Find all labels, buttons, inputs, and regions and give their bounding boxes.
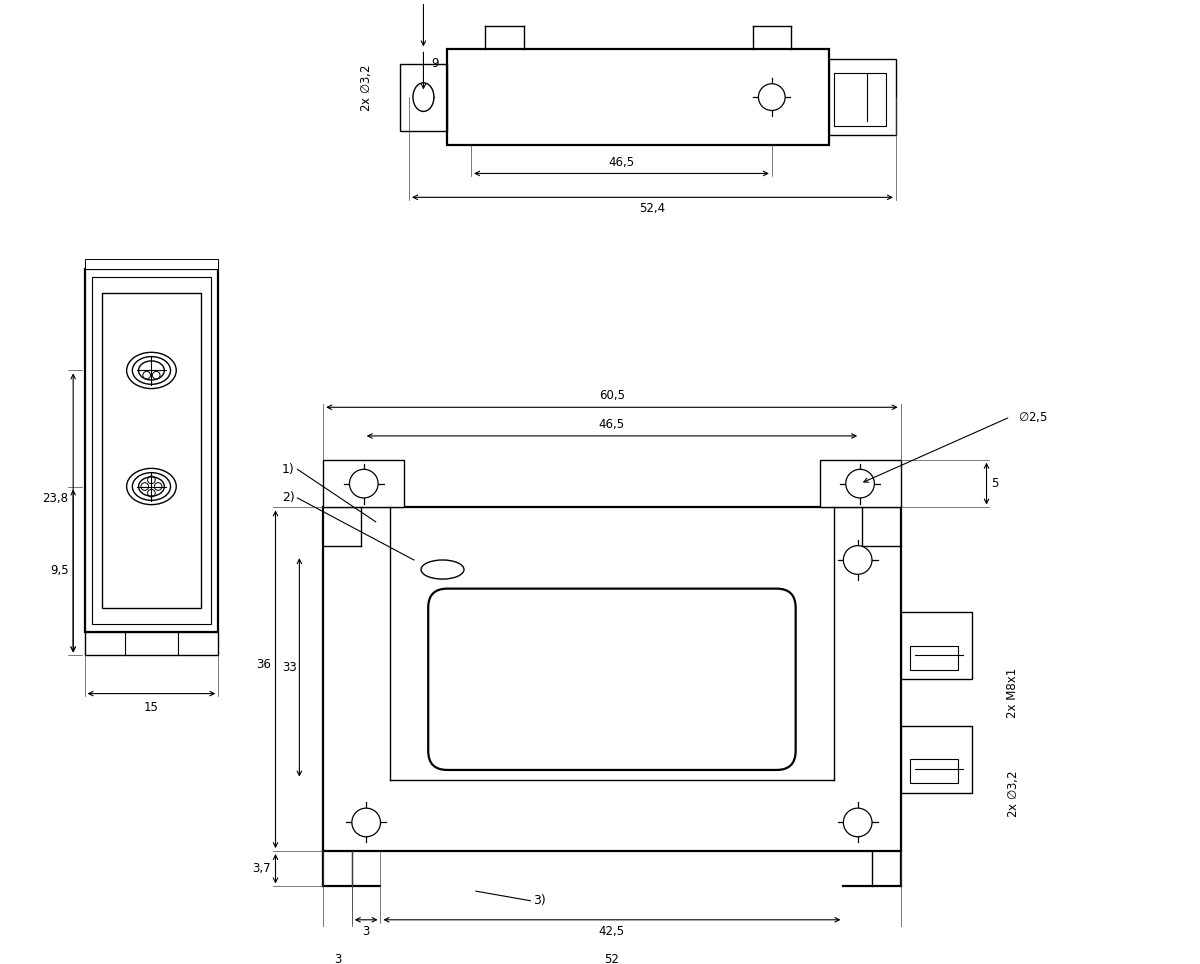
Circle shape	[349, 469, 378, 498]
Text: 52,4: 52,4	[640, 202, 666, 215]
Text: 46,5: 46,5	[608, 156, 635, 169]
Circle shape	[758, 84, 785, 111]
Text: 9,5: 9,5	[49, 565, 68, 577]
Text: $\varnothing$2,5: $\varnothing$2,5	[1018, 410, 1048, 424]
Bar	[400, 64, 448, 130]
Text: 3): 3)	[533, 895, 546, 907]
Bar	[448, 49, 829, 145]
Text: 60,5: 60,5	[599, 388, 625, 402]
Text: 42,5: 42,5	[599, 924, 625, 938]
Bar	[85, 631, 218, 656]
Ellipse shape	[421, 560, 464, 579]
Text: 2x $\varnothing$3,2: 2x $\varnothing$3,2	[359, 64, 373, 112]
Text: 36: 36	[256, 658, 271, 672]
Bar	[834, 73, 887, 125]
Ellipse shape	[413, 83, 434, 112]
Text: 3,7: 3,7	[252, 862, 271, 875]
Text: 15: 15	[144, 701, 158, 714]
Bar	[323, 507, 901, 851]
Text: 9: 9	[431, 57, 438, 70]
Bar	[85, 269, 218, 631]
Text: 52: 52	[605, 953, 619, 964]
Bar	[323, 460, 404, 507]
Bar	[910, 646, 958, 670]
Text: 3: 3	[334, 953, 341, 964]
Circle shape	[844, 546, 872, 575]
Text: 5: 5	[991, 477, 998, 490]
Circle shape	[844, 808, 872, 837]
Bar	[820, 460, 901, 507]
Text: 46,5: 46,5	[599, 418, 625, 431]
Bar	[85, 259, 218, 269]
Text: 1): 1)	[282, 463, 294, 476]
Bar	[92, 277, 211, 624]
Bar	[829, 59, 896, 135]
Text: 2): 2)	[282, 492, 294, 504]
Text: 3: 3	[362, 924, 370, 938]
Bar	[102, 293, 202, 607]
Bar	[910, 760, 958, 783]
Bar	[901, 726, 972, 792]
Bar	[901, 612, 972, 680]
Text: 33: 33	[282, 661, 296, 674]
Text: 23,8: 23,8	[42, 493, 68, 505]
Text: 2x M8x1: 2x M8x1	[1006, 668, 1019, 718]
Circle shape	[846, 469, 875, 498]
Circle shape	[352, 808, 380, 837]
Text: 2x $\varnothing$3,2: 2x $\varnothing$3,2	[1006, 770, 1020, 817]
